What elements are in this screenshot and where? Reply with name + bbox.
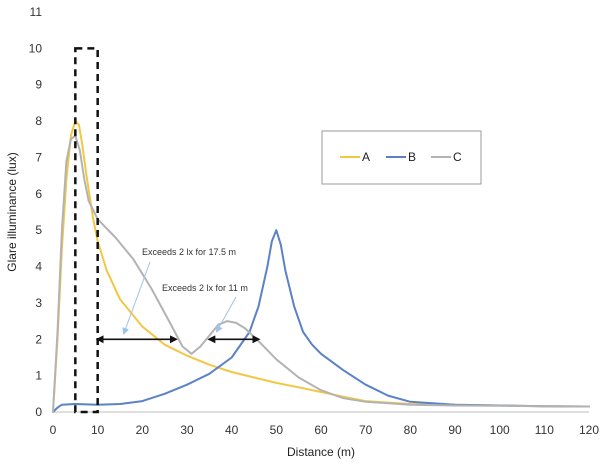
x-tick-label-40: 40 [225,423,239,437]
y-tick-label-1: 1 [35,369,42,383]
highlight-dashed-box [74,47,99,414]
y-tick-label-0: 0 [35,405,42,419]
legend-label-b: B [408,150,416,164]
x-tick-label-20: 20 [136,423,150,437]
x-tick-label-100: 100 [490,423,510,437]
x-tick-label-0: 0 [50,423,57,437]
y-tick-label-6: 6 [35,187,42,201]
y-tick-label-9: 9 [35,78,42,92]
annotation-pointer-17-5m [122,261,151,335]
y-tick-label-7: 7 [35,150,42,164]
x-tick-label-30: 30 [180,423,194,437]
series-line-b [52,229,590,413]
x-tick-label-60: 60 [314,423,328,437]
x-axis-ticks: 0 10 20 30 40 50 60 70 80 90 100 110 120 [50,423,600,437]
series-layer [52,120,590,413]
x-tick-label-70: 70 [359,423,373,437]
x-axis-title: Distance (m) [287,445,355,459]
series-line-c [52,134,590,413]
annotation-layer: Exceeds 2 lx for 17.5 m Exceeds 2 lx for… [95,247,261,344]
annotation-exceeds-17-5m: Exceeds 2 lx for 17.5 m [142,247,236,257]
x-tick-label-110: 110 [535,423,554,437]
y-tick-label-3: 3 [35,296,42,310]
annotation-exceeds-11m: Exceeds 2 lx for 11 m [162,283,248,293]
y-tick-label-2: 2 [35,332,42,346]
y-tick-label-4: 4 [35,260,42,274]
x-tick-label-120: 120 [579,423,599,437]
y-tick-label-10: 10 [29,41,43,55]
y-tick-label-5: 5 [35,223,42,237]
annotation-pointer-11m [216,296,237,333]
x-tick-label-50: 50 [270,423,284,437]
x-tick-label-80: 80 [404,423,418,437]
x-tick-label-90: 90 [448,423,462,437]
y-axis-ticks: 0 1 2 3 4 5 6 7 8 9 10 11 [29,5,43,419]
legend: A B C [321,130,482,185]
y-tick-label-11: 11 [30,5,43,19]
y-tick-label-8: 8 [35,114,42,128]
legend-label-c: C [453,150,462,164]
y-axis-title: Glare illuminance (lux) [5,152,19,271]
series-line-a [52,120,590,413]
legend-label-a: A [362,150,370,164]
x-tick-label-10: 10 [91,423,105,437]
